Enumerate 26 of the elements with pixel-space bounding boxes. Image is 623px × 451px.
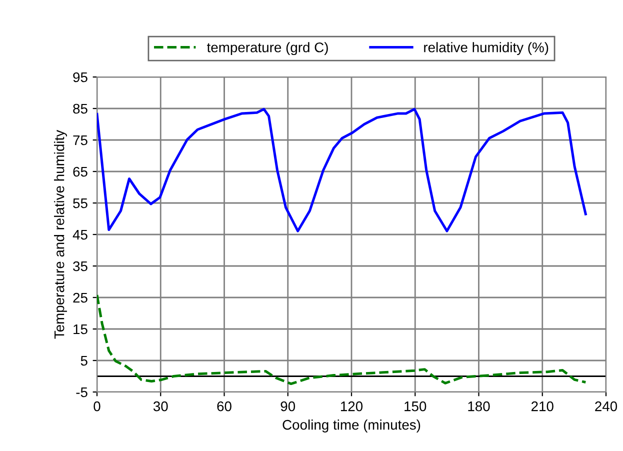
y-tick-label: -5 [76, 387, 88, 398]
y-tick-label: 85 [73, 104, 88, 114]
y-tick-label: 65 [73, 166, 88, 177]
legend-label: temperature (grd C) [207, 42, 328, 56]
x-tick-label: 180 [468, 401, 490, 412]
line-series [97, 108, 587, 232]
x-tick-label: 60 [217, 401, 232, 412]
x-tick-label: 150 [404, 401, 426, 412]
x-tick-label: 30 [153, 401, 168, 412]
x-tick-label: 240 [595, 401, 618, 412]
y-tick-label: 25 [73, 292, 88, 303]
legend-label: relative humidity (%) [424, 42, 548, 56]
y-tick-label: 95 [73, 72, 88, 82]
y-tick-label: 55 [73, 198, 88, 208]
y-axis-title: Temperature and relative humidity [54, 130, 67, 339]
y-tick-label: 35 [73, 261, 88, 272]
y-tick-label: 5 [80, 356, 88, 366]
x-tick-label: 120 [340, 401, 363, 412]
x-tick-label: 90 [280, 401, 296, 412]
line-series [97, 294, 587, 386]
y-tick-label: 75 [73, 135, 88, 146]
x-tick-label: 0 [94, 401, 100, 412]
x-tick-label: 210 [531, 401, 554, 412]
y-tick-label: 15 [74, 324, 88, 334]
x-axis-title: Cooling time (minutes) [282, 420, 420, 432]
y-tick-label: 45 [72, 230, 88, 240]
